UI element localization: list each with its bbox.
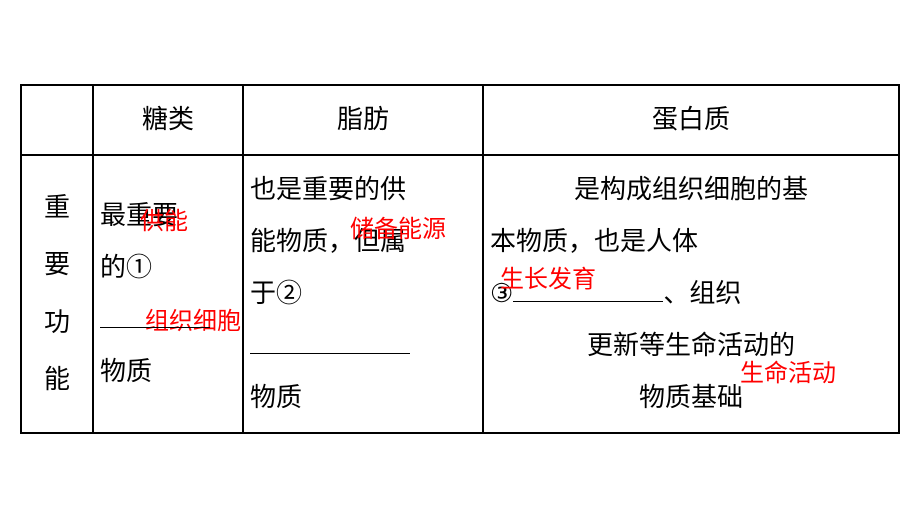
header-row: 糖类 脂肪 蛋白质 <box>21 85 899 155</box>
sugar-text-c: 物质 <box>100 357 152 386</box>
protein-line2a: 本物质，也是人体 <box>490 227 698 256</box>
row-label-char: 功 <box>44 294 70 351</box>
protein-blank-3 <box>513 270 663 301</box>
header-fat: 脂肪 <box>243 85 483 155</box>
table-container: 糖类 脂肪 蛋白质 重 要 功 能 供能 组织细胞 <box>0 54 920 464</box>
row-label: 重 要 功 能 <box>26 179 88 408</box>
sugar-cell: 供能 组织细胞 最重要 的① 物质 <box>93 155 243 433</box>
sugar-blank-1 <box>100 296 210 327</box>
body-row: 重 要 功 能 供能 组织细胞 最重要 的① 物质 <box>21 155 899 433</box>
sugar-content: 供能 组织细胞 最重要 的① 物质 <box>100 190 236 398</box>
fat-content: 储备能源 也是重要的供 能物质，但属 于② 物质 <box>250 164 476 424</box>
protein-line3b: 、组织 <box>663 279 741 308</box>
row-label-cell: 重 要 功 能 <box>21 155 93 433</box>
fat-blank-2 <box>250 322 410 353</box>
fat-cell: 储备能源 也是重要的供 能物质，但属 于② 物质 <box>243 155 483 433</box>
protein-line1: 是构成组织细胞的基 <box>574 175 808 204</box>
fat-text-a: 也是重要的供 <box>250 175 406 204</box>
row-label-char: 要 <box>44 236 70 293</box>
fat-text-d: 物质 <box>250 383 302 412</box>
header-protein: 蛋白质 <box>483 85 899 155</box>
fat-text-c: 于② <box>250 279 302 308</box>
fat-text-b: 能物质，但属 <box>250 227 406 256</box>
protein-line3a: ③ <box>490 279 513 308</box>
protein-content: 生长发育 生命活动 是构成组织细胞的基 本物质，也是人体 ③、组织 更新等生命活… <box>490 164 892 424</box>
row-label-char: 重 <box>44 179 70 236</box>
nutrients-table: 糖类 脂肪 蛋白质 重 要 功 能 供能 组织细胞 <box>20 84 900 434</box>
sugar-text-a: 最重要 <box>100 201 178 230</box>
protein-line4: 更新等生命活动的 <box>587 331 795 360</box>
protein-cell: 生长发育 生命活动 是构成组织细胞的基 本物质，也是人体 ③、组织 更新等生命活… <box>483 155 899 433</box>
protein-line5: 物质基础 <box>639 383 743 412</box>
header-sugar: 糖类 <box>93 85 243 155</box>
sugar-text-b: 的① <box>100 253 152 282</box>
row-label-char: 能 <box>44 351 70 408</box>
header-empty <box>21 85 93 155</box>
